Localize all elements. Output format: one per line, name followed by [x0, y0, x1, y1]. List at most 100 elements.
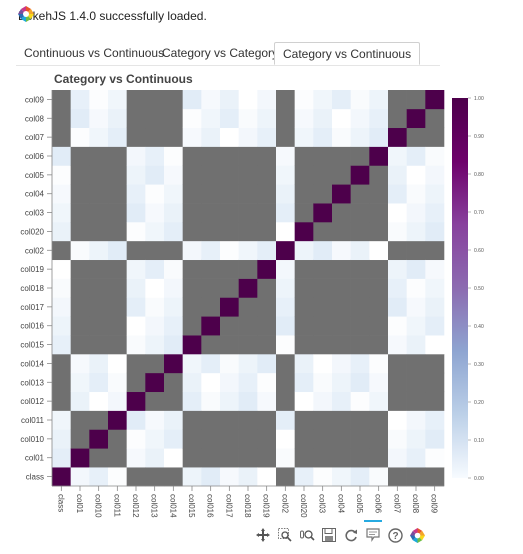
heatmap-cell — [126, 354, 146, 374]
heatmap-cell — [313, 146, 333, 166]
heatmap-cell — [89, 108, 109, 129]
heatmap-cell — [126, 297, 146, 317]
heatmap-cell — [126, 222, 146, 242]
heatmap-cell — [70, 203, 90, 223]
heatmap-cell — [369, 259, 389, 279]
heatmap-cell — [145, 127, 165, 147]
heatmap-cell — [238, 146, 258, 166]
heatmap-cell — [257, 146, 277, 166]
heatmap-cell — [52, 372, 71, 393]
heatmap-cell — [313, 410, 333, 430]
heatmap-cell — [220, 108, 239, 129]
heatmap-cell — [220, 297, 239, 317]
heatmap-cell — [425, 467, 445, 487]
x-tick-label: col011 — [112, 494, 121, 518]
heatmap-cell — [332, 259, 351, 279]
bokeh-logo-link[interactable] — [406, 524, 428, 546]
reset-tool[interactable] — [340, 524, 362, 546]
heatmap-cell — [313, 316, 333, 336]
heatmap-cell — [369, 203, 389, 223]
heatmap-cell — [220, 146, 239, 166]
heatmap-cell — [350, 354, 370, 374]
heatmap-cell — [350, 184, 370, 204]
y-tick-label: col08 — [25, 114, 45, 123]
heatmap-cell — [238, 354, 258, 374]
heatmap-cell — [89, 259, 109, 279]
heatmap-cell — [108, 108, 127, 129]
heatmap-cell — [126, 372, 146, 393]
heatmap-cell — [145, 146, 165, 166]
heatmap-cell — [89, 372, 109, 393]
colorbar-tick-label: 0.70 — [474, 210, 484, 216]
heatmap-cell — [294, 240, 314, 261]
heatmap-cell — [52, 240, 71, 261]
heatmap-cell — [369, 240, 389, 261]
heatmap-cell — [238, 90, 258, 110]
heatmap-cell — [89, 316, 109, 336]
help-tool[interactable]: ? — [384, 524, 406, 546]
heatmap-cell — [313, 391, 333, 411]
heatmap-cell — [332, 165, 351, 185]
heatmap-cell — [52, 108, 71, 129]
pan-tool[interactable] — [252, 524, 274, 546]
heatmap-cell — [294, 429, 314, 449]
box-zoom-icon — [277, 527, 292, 542]
wheel-zoom-tool[interactable] — [296, 524, 318, 546]
heatmap-cell — [108, 316, 127, 336]
heatmap-cell — [145, 278, 165, 298]
x-tick-label: col06 — [374, 494, 383, 514]
heatmap-cell — [220, 448, 239, 468]
heatmap-cell — [126, 467, 146, 487]
heatmap-cell — [108, 165, 127, 185]
heatmap-cell — [126, 108, 146, 129]
heatmap-cell — [406, 146, 426, 166]
heatmap-cell — [182, 90, 202, 110]
heatmap-cell — [406, 297, 426, 317]
heatmap-cell — [126, 335, 146, 355]
heatmap-cell — [257, 165, 277, 185]
heatmap-cell — [369, 108, 389, 129]
heatmap-cell — [89, 222, 109, 242]
heatmap-cell — [369, 146, 389, 166]
heatmap-cell — [238, 372, 258, 393]
heatmap-cell — [294, 90, 314, 110]
heatmap-cell — [276, 372, 295, 393]
box-zoom-tool[interactable] — [274, 524, 296, 546]
heatmap-cell — [425, 146, 445, 166]
heatmap-cell — [332, 203, 351, 223]
heatmap-cell — [425, 391, 445, 411]
heatmap-cell — [164, 108, 183, 129]
tab-category-vs-continuous[interactable]: Category vs Continuous — [274, 42, 421, 65]
heatmap-cell — [70, 391, 90, 411]
heatmap-cell — [276, 467, 295, 487]
heatmap-cell — [182, 448, 202, 468]
heatmap-cell — [388, 165, 407, 185]
heatmap-cell — [182, 354, 202, 374]
save-tool[interactable] — [318, 524, 340, 546]
heatmap-cell — [89, 448, 109, 468]
heatmap-cell — [276, 278, 295, 298]
heatmap-cell — [201, 429, 221, 449]
heatmap-cell — [257, 335, 277, 355]
heatmap-cell — [220, 165, 239, 185]
heatmap-cell — [182, 203, 202, 223]
heatmap-cell — [294, 127, 314, 147]
heatmap-cell — [126, 127, 146, 147]
heatmap-cell — [313, 165, 333, 185]
tab-continuous-vs-continuous[interactable]: Continuous vs Continuous — [24, 46, 165, 60]
heatmap-cell — [182, 410, 202, 430]
heatmap-cell — [276, 391, 295, 411]
heatmap-cell — [126, 184, 146, 204]
hover-tool[interactable] — [362, 520, 384, 546]
heatmap-cell — [164, 184, 183, 204]
tab-category-vs-category[interactable]: Category vs Category — [162, 46, 279, 60]
heatmap-cell — [182, 127, 202, 147]
heatmap-cell — [201, 259, 221, 279]
heatmap-cell — [108, 240, 127, 261]
heatmap-cell — [425, 297, 445, 317]
heatmap-cell — [164, 354, 183, 374]
heatmap-cell — [220, 335, 239, 355]
heatmap-cell — [313, 90, 333, 110]
y-axis: class col01 col010 col011 col012 col013 col014… — [20, 90, 53, 486]
